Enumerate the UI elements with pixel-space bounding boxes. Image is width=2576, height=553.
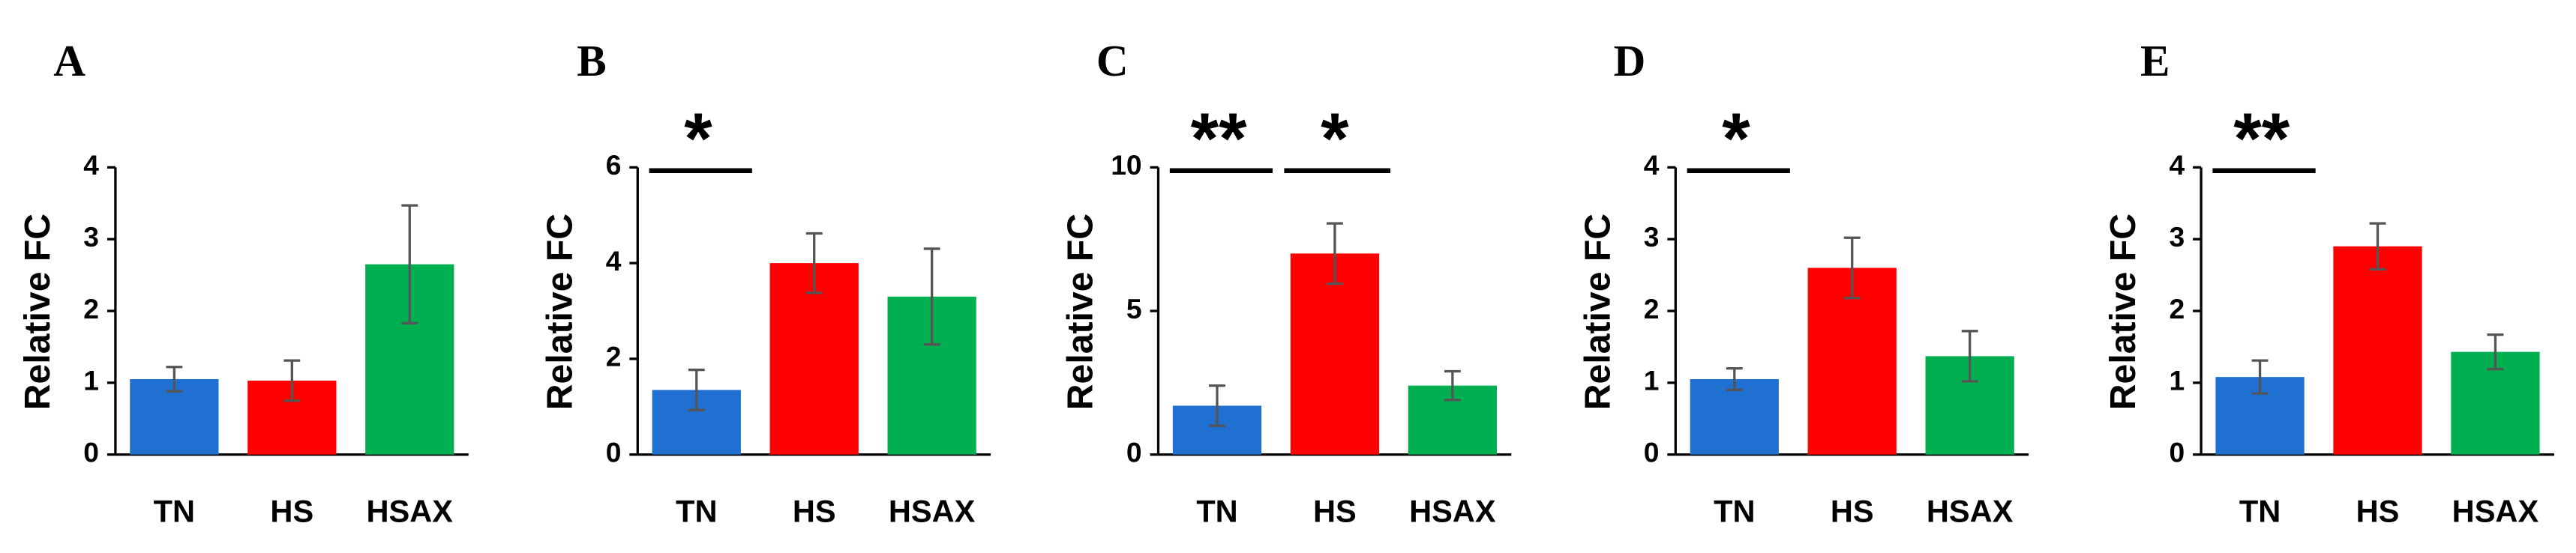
- panel-label: D: [1614, 36, 1646, 85]
- y-tick-label: 1: [2169, 365, 2185, 396]
- x-tick-label: HS: [1313, 493, 1357, 528]
- y-tick-label: 4: [606, 245, 622, 276]
- x-tick-label: HSAX: [2452, 493, 2539, 528]
- x-tick-label: HSAX: [366, 493, 453, 528]
- x-tick-label: HS: [793, 493, 836, 528]
- panel-label: A: [53, 36, 85, 85]
- y-tick-label: 3: [1644, 221, 1660, 253]
- error-bar: [2369, 222, 2386, 271]
- significance-label: *: [1722, 99, 1750, 179]
- significance-label: *: [1321, 99, 1349, 179]
- y-axis-label: Relative FC: [17, 214, 58, 410]
- y-tick-label: 1: [83, 365, 99, 396]
- error-bar: [401, 204, 418, 324]
- y-tick-label: 0: [1644, 436, 1660, 468]
- x-tick-label: HS: [1831, 493, 1874, 528]
- bar: [769, 263, 859, 455]
- x-tick-label: TN: [2239, 493, 2281, 528]
- y-tick-label: 4: [1644, 149, 1660, 181]
- y-axis-label: Relative FC: [1577, 214, 1618, 410]
- x-tick-label: TN: [1196, 493, 1237, 528]
- y-tick-label: 5: [1126, 293, 1142, 324]
- x-tick-label: TN: [676, 493, 717, 528]
- significance-label: **: [1191, 99, 1247, 179]
- panel-label: B: [577, 36, 606, 85]
- error-bar: [2487, 333, 2504, 371]
- x-tick-label: HSAX: [889, 493, 976, 528]
- y-tick-label: 3: [83, 221, 99, 253]
- y-tick-label: 6: [606, 149, 622, 181]
- x-tick-label: HS: [270, 493, 313, 528]
- bar: [1290, 253, 1380, 455]
- y-tick-label: 0: [1126, 436, 1142, 468]
- error-bar: [166, 366, 183, 393]
- y-tick-label: 2: [1644, 293, 1660, 324]
- y-tick-label: 0: [606, 436, 622, 468]
- error-bar: [923, 247, 940, 346]
- panel-label: C: [1096, 36, 1129, 85]
- y-tick-label: 2: [83, 293, 99, 324]
- error-bar: [2251, 359, 2269, 395]
- panel-label: E: [2140, 36, 2170, 85]
- y-tick-label: 4: [83, 149, 99, 181]
- error-bar: [1326, 222, 1343, 285]
- bar: [2333, 246, 2422, 455]
- y-tick-label: 2: [2169, 293, 2185, 324]
- y-tick-label: 3: [2169, 221, 2185, 253]
- error-bar: [1961, 330, 1978, 383]
- y-axis-label: Relative FC: [2103, 214, 2143, 410]
- x-tick-label: TN: [154, 493, 195, 528]
- y-axis-label: Relative FC: [539, 214, 580, 410]
- significance-label: *: [684, 99, 712, 179]
- error-bar: [1726, 366, 1743, 392]
- x-tick-label: HSAX: [1409, 493, 1496, 528]
- y-tick-label: 2: [606, 341, 622, 372]
- y-axis-label: Relative FC: [1060, 214, 1100, 410]
- error-bar: [1843, 236, 1861, 300]
- x-tick-label: HSAX: [1927, 493, 2014, 528]
- y-tick-label: 4: [2169, 149, 2185, 181]
- error-bar: [1209, 384, 1225, 427]
- y-tick-label: 10: [1111, 149, 1141, 181]
- significance-label: **: [2233, 99, 2290, 179]
- x-tick-label: HS: [2356, 493, 2400, 528]
- y-tick-label: 1: [1644, 365, 1660, 396]
- error-bar: [1444, 369, 1461, 402]
- error-bar: [688, 368, 705, 411]
- error-bar: [805, 232, 823, 294]
- error-bar: [283, 359, 301, 402]
- bar: [1690, 379, 1779, 455]
- y-tick-label: 0: [2169, 436, 2185, 468]
- x-tick-label: TN: [1714, 493, 1755, 528]
- y-tick-label: 0: [83, 436, 99, 468]
